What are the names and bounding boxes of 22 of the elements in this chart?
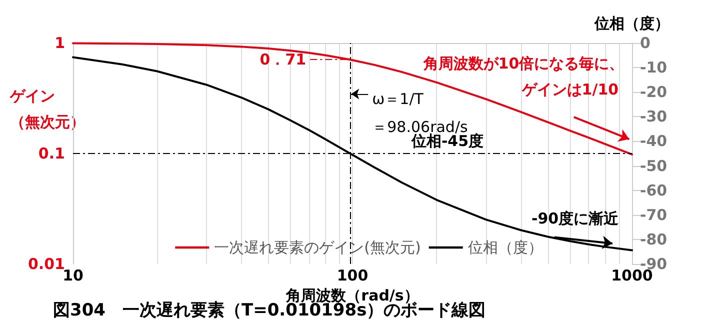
annotation: 角周波数が10倍になる毎に、 <box>422 54 624 73</box>
y2-tick-label: -60 <box>640 181 668 200</box>
y2-tick-label: -70 <box>640 206 668 224</box>
y2-tick-label: -30 <box>640 108 668 126</box>
y2-tick-label: -40 <box>640 132 668 150</box>
y2-tick-label: -80 <box>640 230 668 248</box>
annotation: 0．71 <box>260 50 306 68</box>
y-tick-label: 0.01 <box>28 255 65 273</box>
y-tick-label: 1 <box>54 34 65 52</box>
annotation: -90度に漸近 <box>531 209 620 228</box>
y2-tick-label: -20 <box>640 83 668 102</box>
legend-label: 位相（度） <box>468 238 543 256</box>
x-tick-label: 10 <box>62 266 84 284</box>
ref-line-label: 位相-45度 <box>410 132 484 150</box>
y2-tick-label: -50 <box>640 156 668 175</box>
y2-tick-label: 0 <box>640 34 650 52</box>
y2-tick-label: -10 <box>640 58 668 77</box>
x-tick-label: 100 <box>336 266 368 284</box>
legend-label: 一次遅れ要素のゲイン(無次元) <box>214 238 421 256</box>
y2-axis-title: 位相（度） <box>594 14 670 32</box>
y-tick-label: 0.1 <box>38 144 65 162</box>
annotation: ゲインは1/10 <box>520 80 619 99</box>
